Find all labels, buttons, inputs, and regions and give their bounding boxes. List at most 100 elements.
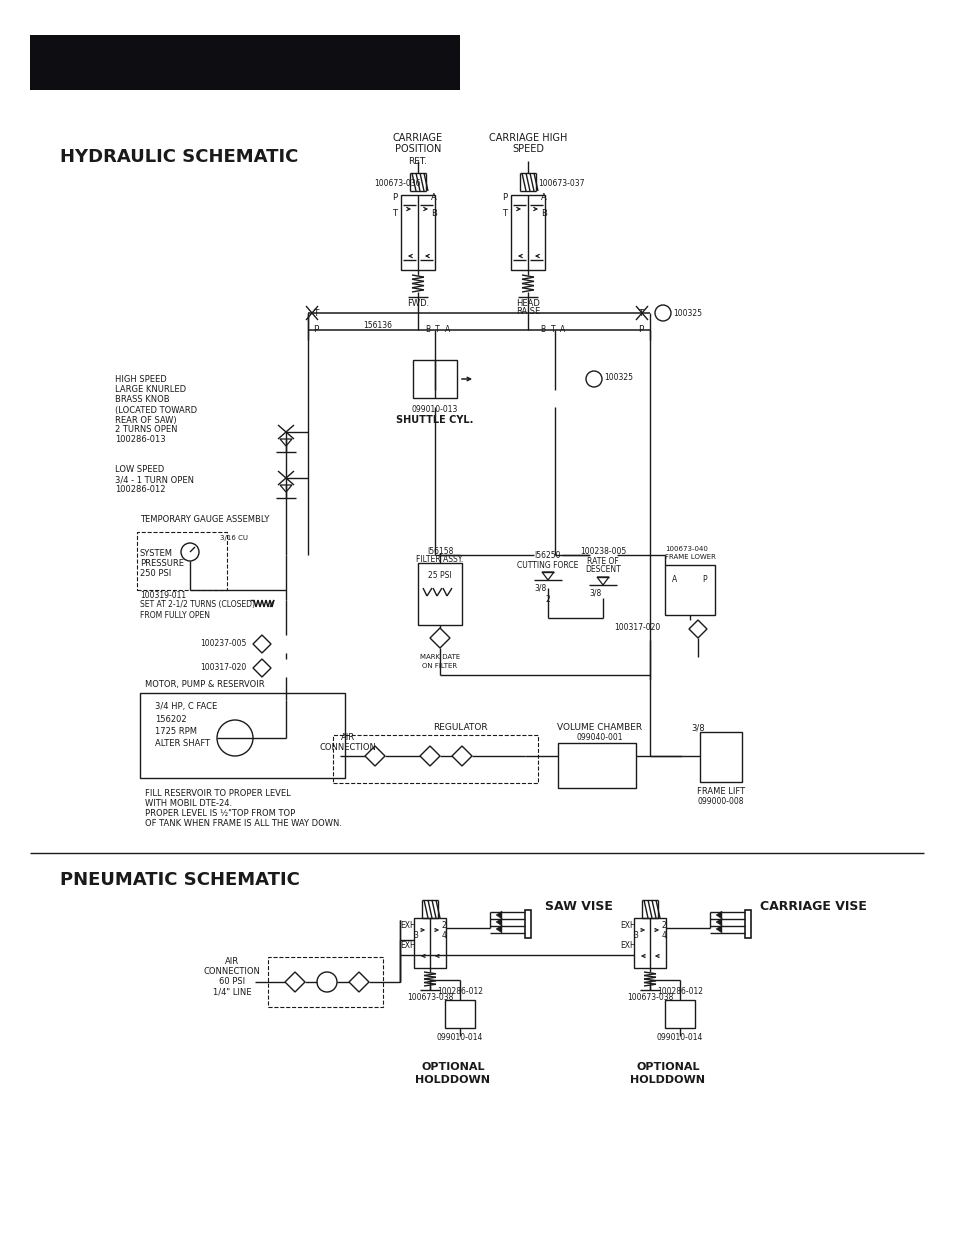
Polygon shape bbox=[285, 972, 305, 992]
Bar bbox=[444, 1000, 475, 1028]
Text: 100286-012: 100286-012 bbox=[436, 988, 482, 997]
Text: 3/4 - 1 TURN OPEN: 3/4 - 1 TURN OPEN bbox=[115, 475, 193, 484]
Text: CONNECTION: CONNECTION bbox=[203, 967, 260, 977]
Text: FRAME LOWER: FRAME LOWER bbox=[664, 555, 715, 559]
Text: P: P bbox=[502, 194, 507, 203]
Circle shape bbox=[216, 720, 253, 756]
Circle shape bbox=[181, 543, 199, 561]
Bar bbox=[664, 1000, 695, 1028]
Text: 3/4 HP, C FACE: 3/4 HP, C FACE bbox=[154, 703, 217, 711]
Bar bbox=[333, 735, 537, 783]
Text: 4: 4 bbox=[441, 930, 446, 940]
Text: HOLDDOWN: HOLDDOWN bbox=[416, 1074, 490, 1086]
Text: ON FILTER: ON FILTER bbox=[422, 663, 457, 669]
Polygon shape bbox=[716, 918, 721, 926]
Text: B: B bbox=[539, 326, 545, 335]
Polygon shape bbox=[541, 572, 554, 580]
Text: 3/16 CU: 3/16 CU bbox=[220, 535, 248, 541]
Text: 100317-020: 100317-020 bbox=[613, 622, 659, 631]
Text: 099000-008: 099000-008 bbox=[697, 798, 743, 806]
Text: SHUTTLE CYL.: SHUTTLE CYL. bbox=[395, 415, 474, 425]
Bar bbox=[140, 693, 345, 778]
Text: P: P bbox=[702, 574, 706, 583]
Text: 099010-014: 099010-014 bbox=[436, 1034, 482, 1042]
Text: A: A bbox=[445, 326, 450, 335]
Text: HYDRAULIC SCHEMATIC: HYDRAULIC SCHEMATIC bbox=[60, 148, 298, 165]
Text: FWD.: FWD. bbox=[406, 300, 429, 309]
Text: 100238-005: 100238-005 bbox=[579, 547, 625, 556]
Text: OF TANK WHEN FRAME IS ALL THE WAY DOWN.: OF TANK WHEN FRAME IS ALL THE WAY DOWN. bbox=[145, 819, 341, 827]
Text: 100286-012: 100286-012 bbox=[657, 988, 702, 997]
Text: (LOCATED TOWARD: (LOCATED TOWARD bbox=[115, 405, 197, 415]
Text: EXH: EXH bbox=[399, 920, 416, 930]
Text: 099040-001: 099040-001 bbox=[577, 734, 622, 742]
Text: 2: 2 bbox=[545, 595, 550, 604]
Text: LARGE KNURLED: LARGE KNURLED bbox=[115, 385, 186, 394]
Bar bbox=[30, 35, 459, 90]
Bar bbox=[524, 910, 531, 939]
Bar bbox=[137, 532, 227, 590]
Text: HOLDDOWN: HOLDDOWN bbox=[630, 1074, 705, 1086]
Text: 2: 2 bbox=[441, 920, 446, 930]
Text: 3/8: 3/8 bbox=[588, 589, 600, 598]
Circle shape bbox=[655, 305, 670, 321]
Text: OPTIONAL: OPTIONAL bbox=[421, 1062, 484, 1072]
Text: FRAME LIFT: FRAME LIFT bbox=[697, 788, 744, 797]
Text: AIR: AIR bbox=[225, 957, 239, 967]
Text: A: A bbox=[672, 574, 677, 583]
Text: OPTIONAL: OPTIONAL bbox=[636, 1062, 699, 1072]
Text: 60 PSI: 60 PSI bbox=[218, 977, 245, 987]
Polygon shape bbox=[716, 925, 721, 932]
Text: A: A bbox=[559, 326, 565, 335]
Bar bbox=[413, 359, 456, 398]
Text: 099010-014: 099010-014 bbox=[656, 1034, 702, 1042]
Text: B: B bbox=[425, 326, 430, 335]
Polygon shape bbox=[349, 972, 369, 992]
Text: B: B bbox=[540, 209, 546, 217]
Text: 1725 RPM: 1725 RPM bbox=[154, 726, 196, 736]
Text: P: P bbox=[313, 326, 318, 335]
Text: 100237-005: 100237-005 bbox=[200, 640, 246, 648]
Text: A: A bbox=[431, 194, 436, 203]
Text: PROPER LEVEL IS ½"TOP FROM TOP: PROPER LEVEL IS ½"TOP FROM TOP bbox=[145, 809, 294, 818]
Text: 2 TURNS OPEN: 2 TURNS OPEN bbox=[115, 426, 177, 435]
Text: ALTER SHAFT: ALTER SHAFT bbox=[154, 739, 210, 747]
Text: 25 PSI: 25 PSI bbox=[428, 572, 452, 580]
Text: EXH: EXH bbox=[619, 920, 636, 930]
Text: CARRIAGE: CARRIAGE bbox=[393, 133, 442, 143]
Text: RAISE: RAISE bbox=[516, 308, 539, 316]
Text: 100317-020: 100317-020 bbox=[200, 663, 246, 673]
Bar bbox=[400, 195, 435, 270]
Text: A: A bbox=[540, 194, 546, 203]
Text: 156136: 156136 bbox=[363, 321, 392, 331]
Text: B: B bbox=[431, 209, 436, 217]
Bar bbox=[417, 563, 461, 625]
Text: HIGH SPEED: HIGH SPEED bbox=[115, 375, 167, 384]
Text: 3: 3 bbox=[414, 930, 418, 940]
Text: LOW SPEED: LOW SPEED bbox=[115, 466, 164, 474]
Text: FILL RESERVOIR TO PROPER LEVEL: FILL RESERVOIR TO PROPER LEVEL bbox=[145, 788, 291, 798]
Polygon shape bbox=[496, 911, 501, 919]
Text: 156202: 156202 bbox=[154, 715, 187, 724]
Text: 100673-036: 100673-036 bbox=[374, 179, 420, 188]
Text: 4: 4 bbox=[660, 930, 666, 940]
Text: P: P bbox=[392, 194, 397, 203]
Text: P: P bbox=[638, 326, 643, 335]
Text: REAR OF SAW): REAR OF SAW) bbox=[115, 415, 176, 425]
Polygon shape bbox=[496, 918, 501, 926]
Polygon shape bbox=[452, 746, 472, 766]
Text: T: T bbox=[502, 209, 507, 217]
Text: RATE OF: RATE OF bbox=[586, 557, 618, 566]
Text: 2: 2 bbox=[661, 920, 666, 930]
Text: 100673-038: 100673-038 bbox=[626, 993, 673, 1003]
Text: CUTTING FORCE: CUTTING FORCE bbox=[517, 562, 578, 571]
Polygon shape bbox=[365, 746, 385, 766]
Text: I56158: I56158 bbox=[426, 547, 453, 556]
Text: 100319-011: 100319-011 bbox=[140, 590, 186, 599]
Text: CONNECTION: CONNECTION bbox=[319, 743, 376, 752]
Text: RET.: RET. bbox=[408, 157, 427, 165]
Text: 100286-013: 100286-013 bbox=[115, 436, 166, 445]
Text: 1/4" LINE: 1/4" LINE bbox=[213, 988, 251, 997]
Text: WITH MOBIL DTE-24.: WITH MOBIL DTE-24. bbox=[145, 799, 232, 808]
Polygon shape bbox=[430, 629, 450, 648]
